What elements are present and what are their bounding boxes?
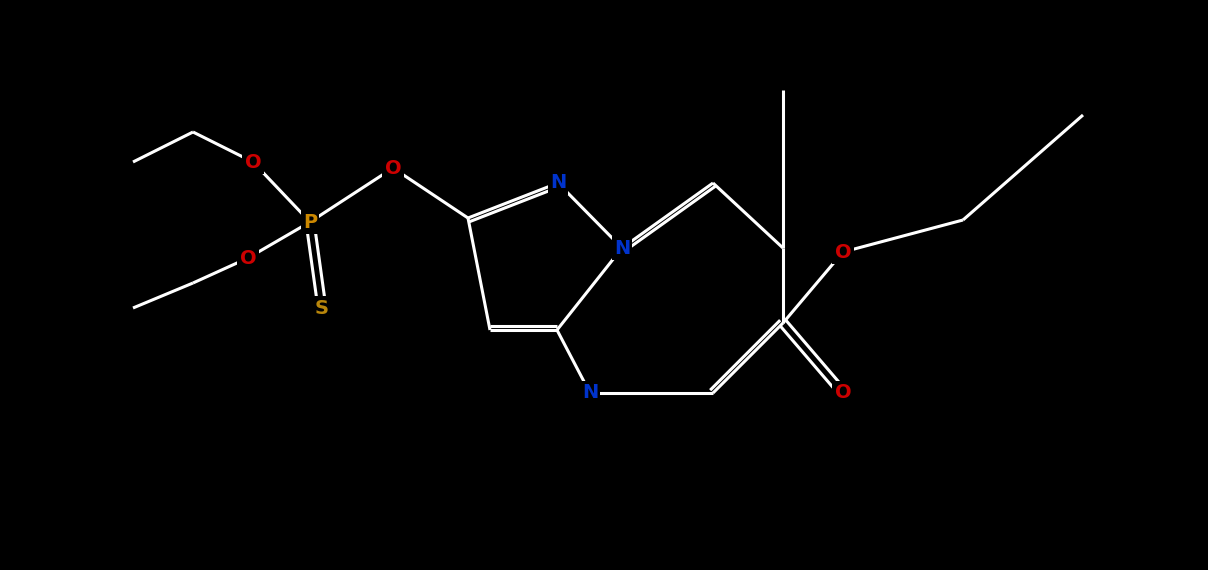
Text: N: N <box>614 238 631 258</box>
Text: N: N <box>550 173 567 193</box>
Text: O: O <box>245 153 261 172</box>
Text: O: O <box>384 158 401 177</box>
Text: O: O <box>239 249 256 267</box>
Text: S: S <box>315 299 329 317</box>
Text: N: N <box>582 384 598 402</box>
Text: O: O <box>835 242 852 262</box>
Text: O: O <box>835 384 852 402</box>
Text: P: P <box>303 213 316 231</box>
